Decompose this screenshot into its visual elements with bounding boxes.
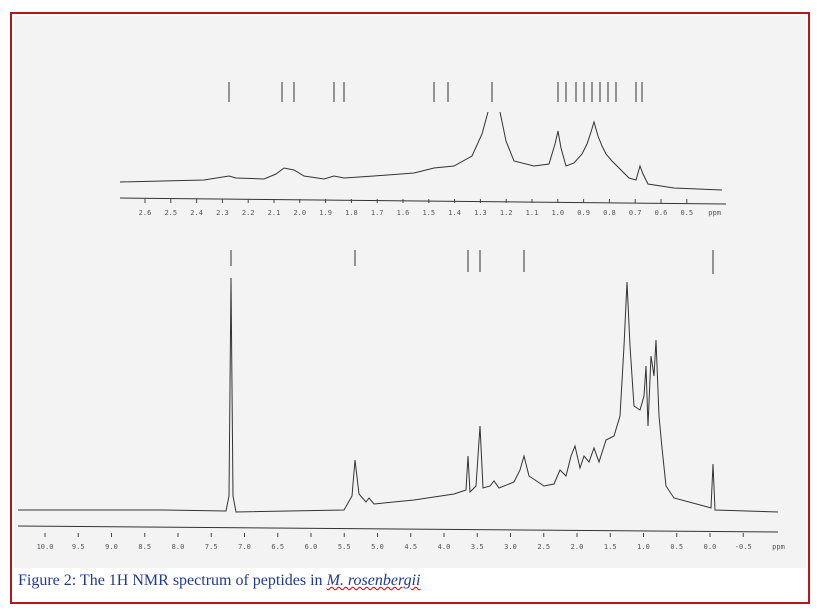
tick-label: -0.5 bbox=[735, 543, 752, 551]
tick-label: 1.0 bbox=[637, 543, 650, 551]
caption-text: Figure 2: The 1H NMR spectrum of peptide… bbox=[18, 572, 327, 589]
figure-caption: Figure 2: The 1H NMR spectrum of peptide… bbox=[18, 572, 420, 590]
tick-label: 3.5 bbox=[471, 543, 484, 551]
tick-label: 1.5 bbox=[422, 209, 435, 217]
species-name: M. rosenbergii bbox=[326, 572, 421, 589]
main-axis: 10.0 9.5 9.0 8.5 8.0 7.5 7.0 6.5 6.0 5.5 5.0 4.5 4.0… bbox=[37, 533, 785, 551]
tick-label: 4.5 bbox=[404, 543, 417, 551]
tick-label: 1.1 bbox=[526, 209, 539, 217]
tick-label: 1.4 bbox=[448, 209, 461, 217]
spectrum-drawing bbox=[17, 82, 779, 533]
tick-label: 2.6 bbox=[139, 209, 152, 217]
tick-label: 2.2 bbox=[242, 209, 255, 217]
tick-label: 1.2 bbox=[500, 209, 513, 217]
tick-label: 5.0 bbox=[371, 543, 384, 551]
tick-label: 1.5 bbox=[604, 543, 617, 551]
tick-label: 2.0 bbox=[293, 209, 306, 217]
tick-label: 1.6 bbox=[397, 209, 410, 217]
tick-label: 7.0 bbox=[238, 543, 251, 551]
tick-label: 0.8 bbox=[603, 209, 616, 217]
axis-unit: ppm bbox=[772, 543, 785, 551]
tick-label: 10.0 bbox=[37, 543, 54, 551]
tick-label: 1.9 bbox=[319, 209, 332, 217]
tick-label: 5.5 bbox=[338, 543, 351, 551]
figure-frame: 2.6 2.5 2.4 2.3 2.2 2.1 2.0 1.9 1.8 1.7 1.6 1.5 1.4 1… bbox=[10, 12, 810, 604]
tick-label: 6.5 bbox=[271, 543, 284, 551]
tick-label: 1.8 bbox=[345, 209, 358, 217]
axis-unit: ppm bbox=[708, 209, 721, 217]
tick-label: 6.0 bbox=[305, 543, 318, 551]
tick-label: 1.0 bbox=[551, 209, 564, 217]
tick-label: 1.3 bbox=[474, 209, 487, 217]
tick-label: 0.0 bbox=[704, 543, 717, 551]
tick-label: 0.9 bbox=[577, 209, 590, 217]
tick-label: 2.4 bbox=[190, 209, 203, 217]
tick-label: 0.6 bbox=[655, 209, 668, 217]
tick-label: 2.1 bbox=[268, 209, 281, 217]
tick-label: 0.7 bbox=[629, 209, 642, 217]
tick-label: 2.3 bbox=[216, 209, 229, 217]
tick-label: 2.5 bbox=[537, 543, 550, 551]
tick-label: 2.0 bbox=[571, 543, 584, 551]
tick-label: 4.0 bbox=[438, 543, 451, 551]
tick-label: 8.5 bbox=[138, 543, 151, 551]
tick-label: 8.0 bbox=[172, 543, 185, 551]
tick-label: 3.0 bbox=[504, 543, 517, 551]
tick-label: 2.5 bbox=[164, 209, 177, 217]
inset-axis: 2.6 2.5 2.4 2.3 2.2 2.1 2.0 1.9 1.8 1.7 1.6 1.5 1.4 1… bbox=[139, 199, 721, 217]
scan-background bbox=[14, 16, 806, 568]
tick-label: 0.5 bbox=[680, 209, 693, 217]
tick-label: 1.7 bbox=[371, 209, 384, 217]
tick-label: 7.5 bbox=[205, 543, 218, 551]
nmr-scan: 2.6 2.5 2.4 2.3 2.2 2.1 2.0 1.9 1.8 1.7 1.6 1.5 1.4 1… bbox=[14, 16, 806, 568]
tick-label: 9.5 bbox=[72, 543, 85, 551]
tick-label: 0.5 bbox=[670, 543, 683, 551]
tick-label: 9.0 bbox=[105, 543, 118, 551]
